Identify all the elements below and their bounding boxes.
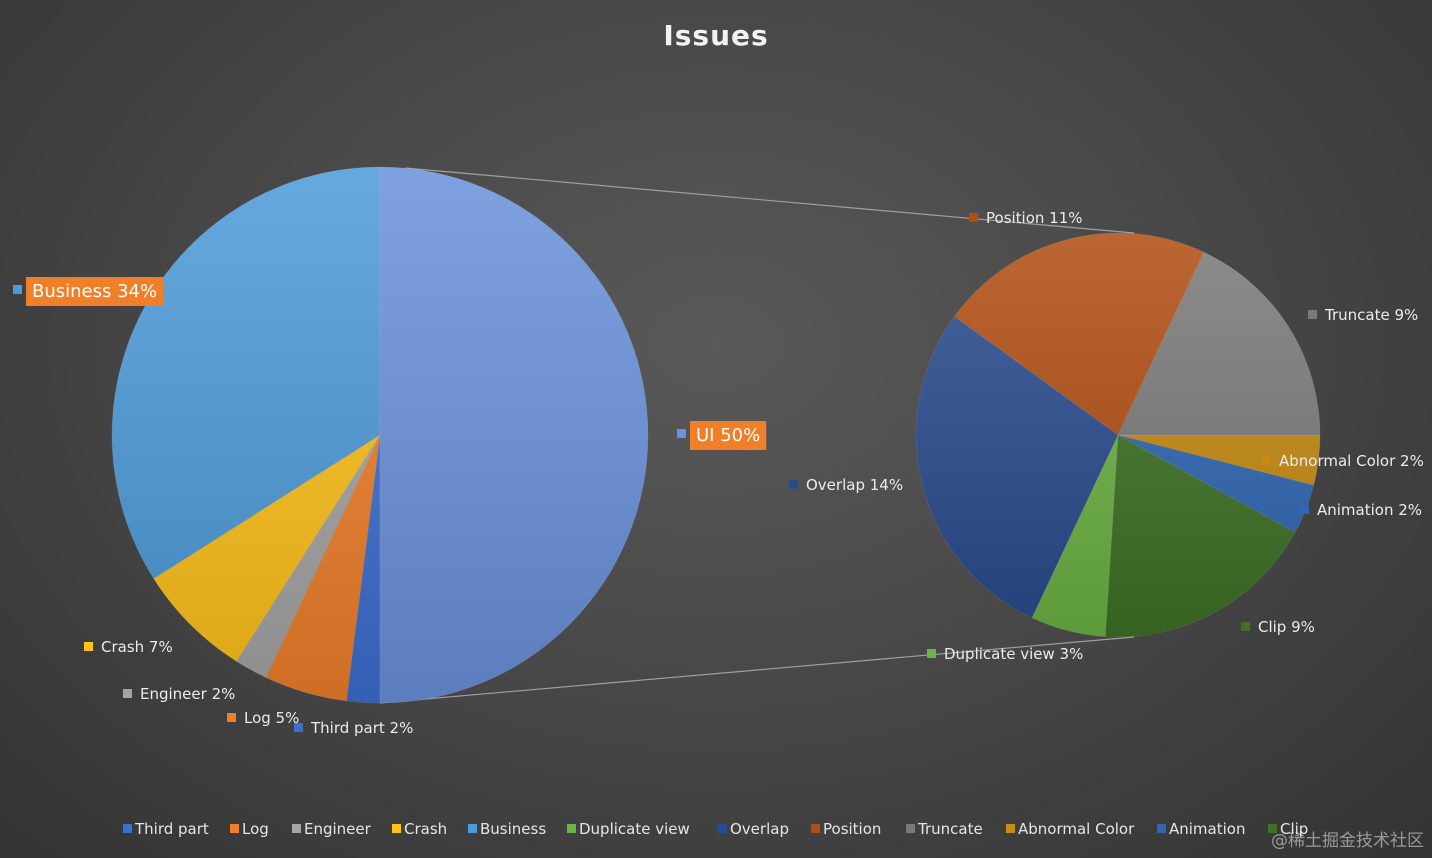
data-label-text: Engineer 2% [140,685,235,703]
data-label-key [1308,310,1317,319]
legend-swatch [1268,824,1277,833]
data-label-text: Business 34% [32,281,157,302]
data-label-text: Overlap 14% [806,476,903,494]
data-label-key [123,689,132,698]
legend-item-business: Business [468,820,546,838]
legend-swatch [392,824,401,833]
legend-label: Crash [404,820,447,838]
legend-item-animation: Animation [1157,820,1245,838]
data-label-key [1241,622,1250,631]
data-labels: Third part 2% Log 5% Engineer 2% Crash 7% Bu… [13,209,1424,737]
legend-label: Third part [134,820,209,838]
data-label-text: Duplicate view 3% [944,645,1083,663]
legend-label: Overlap [730,820,789,838]
data-label-key [84,642,93,651]
data-label-key [294,723,303,732]
data-label-key [227,713,236,722]
data-label-position: Position 11% [969,209,1083,227]
legend-label: Business [480,820,546,838]
data-label-crash: Crash 7% [84,638,173,656]
data-label-text: UI 50% [696,425,760,446]
data-label-animation: Animation 2% [1300,501,1422,519]
connector-line-top [404,167,1135,234]
data-label-text: Crash 7% [101,638,173,656]
data-label-clip: Clip 9% [1241,618,1315,636]
chart-title: Issues [663,19,768,52]
data-label-text: Clip 9% [1258,618,1315,636]
data-label-text: Third part 2% [310,719,413,737]
legend-swatch [123,824,132,833]
data-label-text: Log 5% [244,709,299,727]
connector-lines [379,167,1135,704]
legend-item-duplicate-view: Duplicate view [567,820,690,838]
data-label-key [969,213,978,222]
secondary-pie-sheen [916,233,1320,637]
data-label-truncate: Truncate 9% [1308,306,1418,324]
data-label-business: Business 34% [13,277,164,306]
legend-label: Clip [1280,820,1308,838]
data-label-engineer: Engineer 2% [123,685,235,703]
legend: Third part Log Engineer Crash Business Duplic… [123,820,1308,838]
legend-item-position: Position [811,820,881,838]
legend-swatch [1157,824,1166,833]
data-label-duplicate-view: Duplicate view 3% [927,645,1083,663]
data-label-text: Abnormal Color 2% [1279,452,1424,470]
legend-label: Position [823,820,881,838]
data-label-abnormal-color: Abnormal Color 2% [1262,452,1424,470]
legend-swatch [718,824,727,833]
legend-label: Duplicate view [579,820,690,838]
watermark-text: @稀土掘金技术社区 [1271,831,1424,851]
data-label-key [789,480,798,489]
data-label-text: Truncate 9% [1324,306,1418,324]
legend-swatch [292,824,301,833]
legend-swatch [811,824,820,833]
legend-swatch [230,824,239,833]
legend-item-truncate: Truncate [906,820,983,838]
data-label-text: Position 11% [986,209,1083,227]
primary-pie [111,166,649,704]
legend-item-crash: Crash [392,820,447,838]
data-label-third-part: Third part 2% [294,719,413,737]
legend-label: Engineer [304,820,372,838]
data-label-key [13,285,22,294]
legend-item-clip: Clip [1268,820,1308,838]
legend-swatch [468,824,477,833]
data-label-key [1262,456,1271,465]
legend-item-engineer: Engineer [292,820,372,838]
legend-swatch [567,824,576,833]
legend-swatch [1006,824,1015,833]
connector-line-bottom [379,636,1135,704]
legend-item-third-part: Third part [123,820,209,838]
legend-item-overlap: Overlap [718,820,789,838]
data-label-overlap: Overlap 14% [789,476,903,494]
data-label-ui: UI 50% [677,421,767,450]
legend-label: Log [242,820,269,838]
secondary-pie [915,232,1321,638]
legend-swatch [906,824,915,833]
data-label-highlight [690,421,767,450]
legend-label: Truncate [917,820,983,838]
legend-item-log: Log [230,820,269,838]
data-label-log: Log 5% [227,709,299,727]
data-label-highlight [26,277,164,306]
primary-pie-sheen [112,167,648,703]
data-label-key [1300,505,1309,514]
data-label-key [677,429,686,438]
data-label-text: Animation 2% [1317,501,1422,519]
legend-label: Animation [1169,820,1245,838]
data-label-key [927,649,936,658]
legend-item-abnormal-color: Abnormal Color [1006,820,1135,838]
legend-label: Abnormal Color [1018,820,1135,838]
